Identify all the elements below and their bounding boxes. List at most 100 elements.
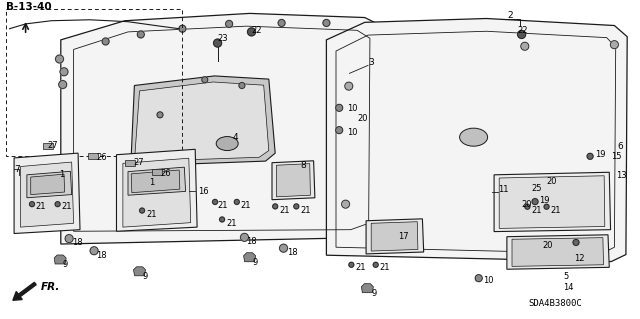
Circle shape <box>345 82 353 90</box>
Text: 3: 3 <box>368 58 374 67</box>
Circle shape <box>234 199 239 204</box>
Circle shape <box>373 262 378 267</box>
Text: 21: 21 <box>550 206 561 215</box>
Circle shape <box>544 204 549 209</box>
Text: 22: 22 <box>518 26 528 35</box>
Polygon shape <box>54 255 66 264</box>
Polygon shape <box>88 153 98 159</box>
Text: 21: 21 <box>240 201 250 210</box>
Text: 20: 20 <box>546 177 556 186</box>
Circle shape <box>611 41 618 49</box>
Text: 1: 1 <box>149 178 154 187</box>
Polygon shape <box>14 153 80 234</box>
Text: 19: 19 <box>595 150 605 159</box>
Ellipse shape <box>460 128 488 146</box>
Text: 27: 27 <box>133 158 144 167</box>
Polygon shape <box>131 76 275 166</box>
Text: 26: 26 <box>161 169 172 178</box>
Polygon shape <box>131 170 180 193</box>
Circle shape <box>349 262 354 267</box>
Text: 16: 16 <box>198 187 209 196</box>
Polygon shape <box>371 222 418 251</box>
Circle shape <box>342 200 349 208</box>
Polygon shape <box>152 169 162 175</box>
Circle shape <box>214 39 221 47</box>
Text: 10: 10 <box>347 128 357 137</box>
Circle shape <box>220 217 225 222</box>
Circle shape <box>532 199 538 204</box>
Text: 21: 21 <box>146 210 156 219</box>
Text: 26: 26 <box>97 153 108 162</box>
Circle shape <box>212 199 218 204</box>
Text: 21: 21 <box>35 202 45 211</box>
Text: 12: 12 <box>574 254 584 263</box>
Text: 9: 9 <box>143 272 148 281</box>
Text: 21: 21 <box>218 201 228 210</box>
Circle shape <box>573 240 579 245</box>
Text: 18: 18 <box>287 248 298 256</box>
Circle shape <box>248 28 255 36</box>
Text: 21: 21 <box>380 263 390 272</box>
Circle shape <box>525 204 530 209</box>
Circle shape <box>336 127 342 134</box>
Polygon shape <box>135 82 269 161</box>
Text: 20: 20 <box>543 241 553 250</box>
Circle shape <box>587 153 593 159</box>
Polygon shape <box>20 162 74 227</box>
Circle shape <box>157 112 163 118</box>
Text: 22: 22 <box>252 26 262 35</box>
Circle shape <box>518 30 525 39</box>
Text: 21: 21 <box>61 202 72 211</box>
Circle shape <box>90 247 98 255</box>
Text: 21: 21 <box>300 206 310 215</box>
Polygon shape <box>512 238 604 266</box>
Polygon shape <box>128 167 186 195</box>
Polygon shape <box>43 143 53 149</box>
Text: 10: 10 <box>347 104 357 113</box>
Text: 9: 9 <box>253 258 258 267</box>
Text: 20: 20 <box>522 200 532 209</box>
Text: 10: 10 <box>483 276 493 285</box>
Text: 5: 5 <box>563 272 568 281</box>
Text: SDA4B3800C: SDA4B3800C <box>528 299 582 308</box>
Polygon shape <box>499 176 605 228</box>
Circle shape <box>476 275 482 282</box>
Polygon shape <box>61 13 384 244</box>
Text: 6: 6 <box>618 142 623 151</box>
Polygon shape <box>494 172 611 232</box>
Circle shape <box>138 31 144 38</box>
Polygon shape <box>326 19 627 262</box>
Text: 20: 20 <box>357 114 367 122</box>
Circle shape <box>60 68 68 76</box>
Text: 19: 19 <box>540 197 550 205</box>
Text: 1: 1 <box>59 170 64 179</box>
Text: 18: 18 <box>96 251 107 260</box>
Text: 17: 17 <box>398 232 409 241</box>
Text: 21: 21 <box>226 219 236 228</box>
Circle shape <box>280 244 287 252</box>
Circle shape <box>59 80 67 89</box>
Circle shape <box>65 234 73 243</box>
Polygon shape <box>272 161 315 200</box>
Circle shape <box>226 20 232 27</box>
Polygon shape <box>116 149 197 231</box>
Text: 9: 9 <box>371 289 376 298</box>
Circle shape <box>140 208 145 213</box>
Text: 21: 21 <box>531 206 541 215</box>
Text: 18: 18 <box>246 237 257 246</box>
Circle shape <box>202 77 208 83</box>
Text: 11: 11 <box>498 185 508 194</box>
Circle shape <box>336 104 342 111</box>
Text: 15: 15 <box>611 152 621 161</box>
Circle shape <box>521 42 529 50</box>
Circle shape <box>239 83 245 88</box>
Circle shape <box>179 25 186 32</box>
Circle shape <box>56 55 63 63</box>
Text: 23: 23 <box>218 34 228 43</box>
Polygon shape <box>134 267 145 276</box>
Text: 7: 7 <box>14 165 20 174</box>
Polygon shape <box>125 160 135 166</box>
Text: FR.: FR. <box>41 281 61 292</box>
Circle shape <box>278 19 285 26</box>
Text: 14: 14 <box>563 283 573 292</box>
